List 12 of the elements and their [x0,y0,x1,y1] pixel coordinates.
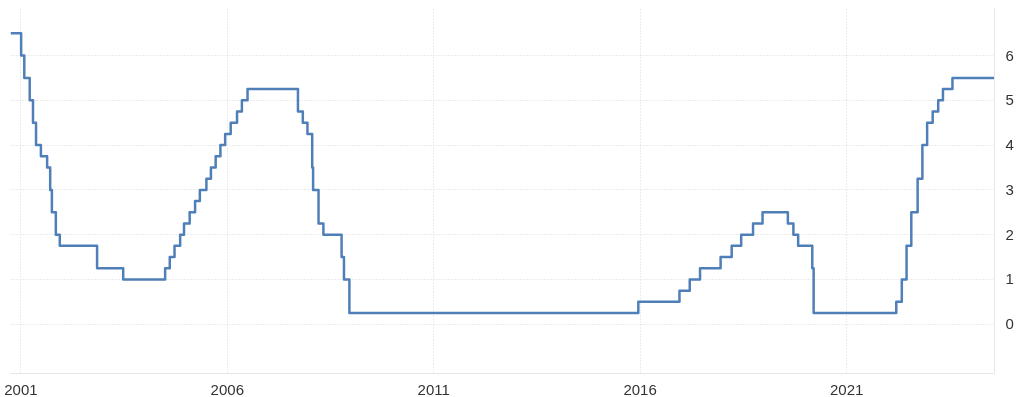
y-tick-label: 4 [1005,136,1014,154]
x-tick-label: 2016 [623,380,657,397]
y-tick-label: 5 [1005,91,1014,109]
y-tick-label: 6 [1005,46,1014,64]
x-tick-label: 2001 [4,380,38,397]
x-tick-label: 2011 [417,380,450,397]
x-tick-label: 2006 [210,380,244,397]
x-tick-label: 2021 [829,380,864,397]
y-tick-label: 3 [1005,180,1014,198]
y-tick-label: 0 [1005,315,1014,333]
y-tick-label: 2 [1005,225,1014,243]
y-tick-label: 1 [1005,270,1014,288]
